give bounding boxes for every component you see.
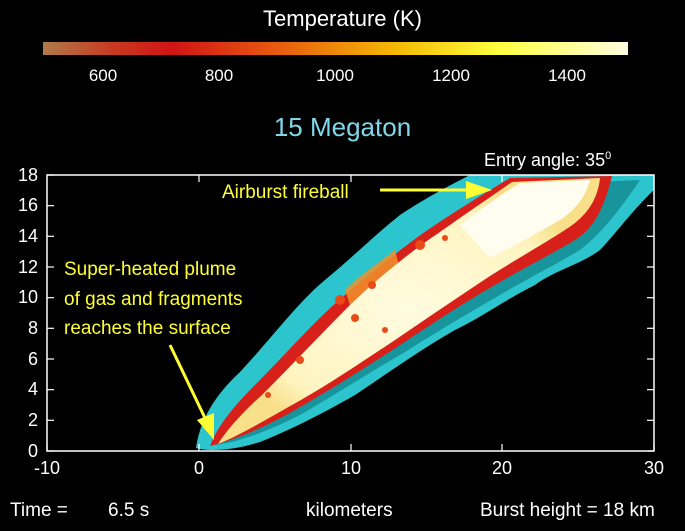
annotation-plume-line3: reaches the surface <box>64 318 231 339</box>
annotation-fireball: Airburst fireball <box>222 182 349 203</box>
colorbar-tick: 600 <box>88 66 118 85</box>
y-tick-label: 18 <box>18 165 38 185</box>
colorbar-tick: 800 <box>204 66 234 85</box>
x-axis-unit: kilometers <box>306 500 393 521</box>
scenario-title: 15 Megaton <box>273 112 412 142</box>
y-axis: 0 2 4 6 8 10 12 14 16 18 <box>18 165 654 461</box>
plume-orange-patch <box>345 250 400 305</box>
y-tick-label: 2 <box>28 410 38 430</box>
plume-visualization <box>196 175 654 450</box>
time-label: Time = <box>10 500 68 521</box>
temperature-colorbar <box>43 42 628 55</box>
plume-speckles <box>265 235 448 398</box>
entry-angle-text: Entry angle: 35 <box>484 150 606 170</box>
colorbar-title: Temperature (K) <box>263 6 422 31</box>
y-tick-label: 8 <box>28 318 38 338</box>
entry-angle-superscript: 0 <box>605 150 612 162</box>
entry-angle-label: Entry angle: 350 <box>484 150 611 171</box>
x-tick-label: 10 <box>341 458 361 478</box>
y-tick-label: 12 <box>18 257 38 277</box>
time-value: 6.5 s <box>108 500 150 521</box>
y-tick-label: 10 <box>18 287 38 307</box>
y-tick-label: 4 <box>28 379 38 399</box>
colorbar-tick: 1200 <box>432 66 470 85</box>
burst-height: Burst height = 18 km <box>480 500 655 521</box>
x-tick-label: 0 <box>194 458 204 478</box>
fireball-arrow <box>380 181 492 199</box>
x-axis: -10 0 10 20 30 <box>34 175 664 478</box>
x-tick-label: 20 <box>492 458 512 478</box>
annotation-plume-line2: of gas and fragments <box>64 289 243 310</box>
plume-hot-core-bright <box>460 180 590 258</box>
y-tick-label: 6 <box>28 349 38 369</box>
colorbar-tick: 1000 <box>316 66 354 85</box>
x-tick-label: 30 <box>644 458 664 478</box>
y-tick-label: 14 <box>18 226 38 246</box>
x-tick-label: -10 <box>34 458 60 478</box>
annotation-plume-line1: Super-heated plume <box>64 259 236 280</box>
plume-arrow <box>168 344 214 440</box>
colorbar-tick: 1400 <box>548 66 586 85</box>
y-tick-label: 0 <box>28 441 38 461</box>
y-tick-label: 16 <box>18 195 38 215</box>
